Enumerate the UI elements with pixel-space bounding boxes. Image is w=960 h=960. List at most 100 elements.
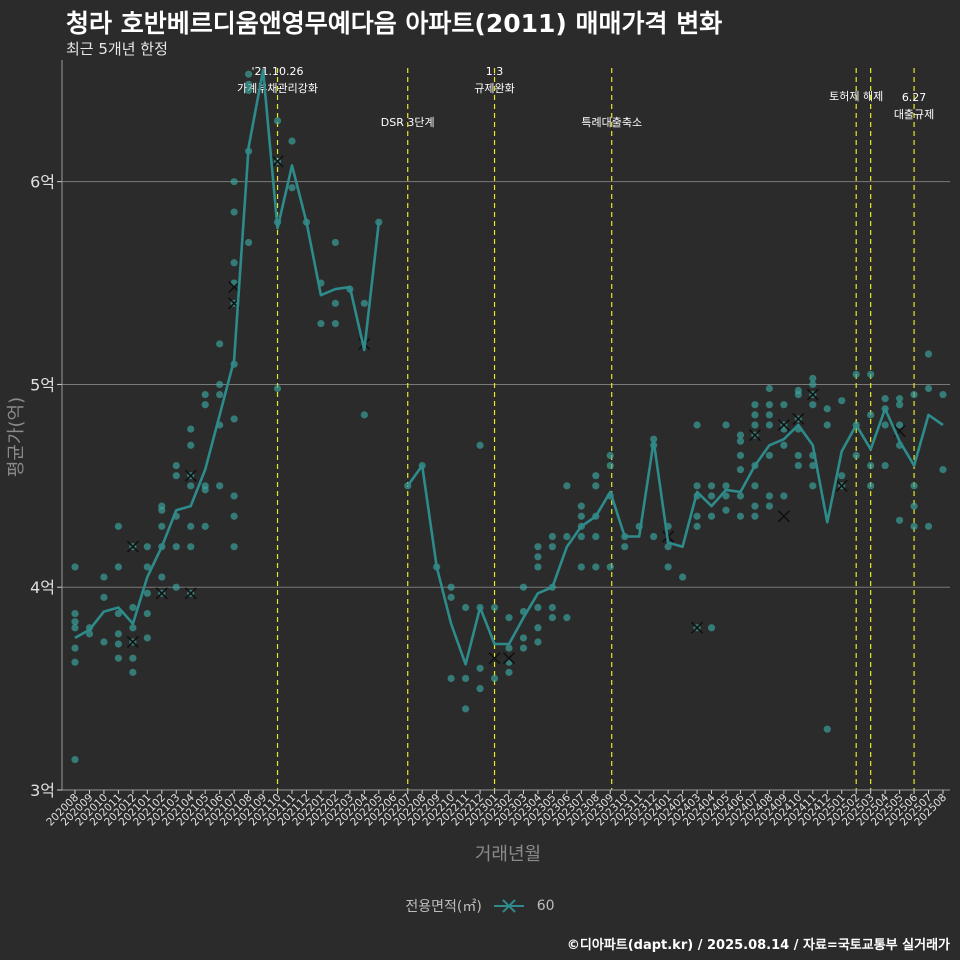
cross-mark [126, 540, 139, 553]
cross-mark [691, 621, 704, 634]
transaction-point [129, 603, 137, 612]
event-label: DSR 3단계 [381, 116, 435, 129]
transaction-point [924, 522, 933, 530]
transaction-point [794, 386, 802, 395]
transaction-point [114, 563, 122, 571]
transaction-point [201, 522, 209, 530]
cross-mark [777, 510, 790, 523]
transaction-point [462, 705, 470, 713]
transaction-point [592, 563, 600, 571]
transaction-point [939, 390, 947, 399]
transaction-point [172, 543, 180, 551]
transaction-point [809, 461, 817, 470]
transaction-point [606, 461, 614, 470]
transaction-point [519, 583, 528, 591]
transaction-point [896, 395, 904, 403]
transaction-point [360, 299, 368, 307]
transaction-point [360, 411, 368, 419]
transaction-point [534, 624, 542, 632]
transaction-point [129, 668, 137, 676]
transaction-point [809, 380, 817, 389]
transaction-point [867, 370, 875, 378]
y-tick-label: 6억 [30, 173, 55, 192]
transaction-point [809, 374, 817, 382]
transaction-point [505, 614, 513, 622]
transaction-point [201, 482, 209, 490]
y-axis-label: 평균가(억) [6, 397, 27, 477]
transaction-point [71, 658, 79, 666]
transaction-point [230, 178, 238, 186]
transaction-point [881, 461, 889, 470]
transaction-point [852, 370, 860, 378]
transaction-point [100, 573, 108, 581]
transaction-point [548, 614, 557, 622]
transaction-point [462, 603, 470, 612]
transaction-point [158, 573, 166, 581]
transaction-point [476, 664, 484, 672]
transaction-point [519, 644, 528, 652]
transaction-point [143, 589, 151, 597]
transaction-point [924, 350, 933, 358]
transaction-point [736, 431, 745, 439]
transaction-point [809, 482, 817, 490]
transaction-point [230, 543, 238, 551]
transaction-point [245, 238, 253, 247]
transaction-point [245, 80, 253, 88]
transaction-point [288, 184, 296, 192]
transaction-point [780, 401, 788, 409]
transaction-point [765, 502, 774, 510]
transaction-point [722, 506, 730, 514]
legend-title: 전용면적(㎡) [405, 899, 482, 915]
transaction-point [534, 603, 542, 612]
transaction-point [187, 543, 195, 551]
transaction-point [765, 421, 774, 429]
transaction-point [143, 563, 151, 571]
transaction-point [577, 532, 585, 541]
legend-key-icon [494, 899, 525, 913]
transaction-point [172, 461, 180, 470]
transaction-point [592, 532, 600, 541]
transaction-point [780, 441, 788, 449]
transaction-point [707, 492, 716, 500]
transaction-point [606, 563, 614, 571]
transaction-point [722, 421, 730, 429]
transaction-point [273, 384, 282, 393]
transaction-point [71, 618, 79, 626]
transaction-point [172, 472, 180, 480]
transaction-point [317, 320, 325, 328]
transaction-point [751, 482, 759, 490]
transaction-point [563, 482, 571, 490]
transaction-point [548, 543, 557, 551]
cross-mark [184, 587, 197, 600]
transaction-point [606, 451, 614, 460]
transaction-point [823, 725, 831, 733]
cross-mark [184, 469, 197, 482]
transaction-point [707, 512, 716, 520]
transaction-point [245, 86, 253, 95]
transaction-point [707, 482, 716, 490]
transaction-point [216, 390, 224, 399]
transaction-point [100, 593, 108, 601]
transaction-point [172, 583, 180, 591]
transaction-point [910, 482, 918, 490]
transaction-point [114, 522, 122, 530]
transaction-point [331, 238, 339, 247]
transaction-point [216, 380, 224, 389]
transaction-point [230, 492, 238, 500]
transaction-point [736, 451, 745, 460]
transaction-point [722, 482, 730, 490]
transaction-point [780, 492, 788, 500]
transaction-point [447, 674, 455, 683]
transaction-point [201, 401, 209, 409]
transaction-point [924, 384, 933, 393]
transaction-point [548, 532, 557, 541]
transaction-point [838, 472, 846, 480]
transaction-point [490, 603, 499, 612]
transaction-point [577, 563, 585, 571]
y-tick-label: 5억 [30, 375, 55, 394]
transaction-point [447, 593, 455, 601]
legend-entry-60: 60 [536, 898, 555, 914]
transaction-point [664, 563, 672, 571]
source-caption: ©디아파트(dapt.kr) / 2025.08.14 / 자료=국토교통부 실… [566, 938, 950, 953]
